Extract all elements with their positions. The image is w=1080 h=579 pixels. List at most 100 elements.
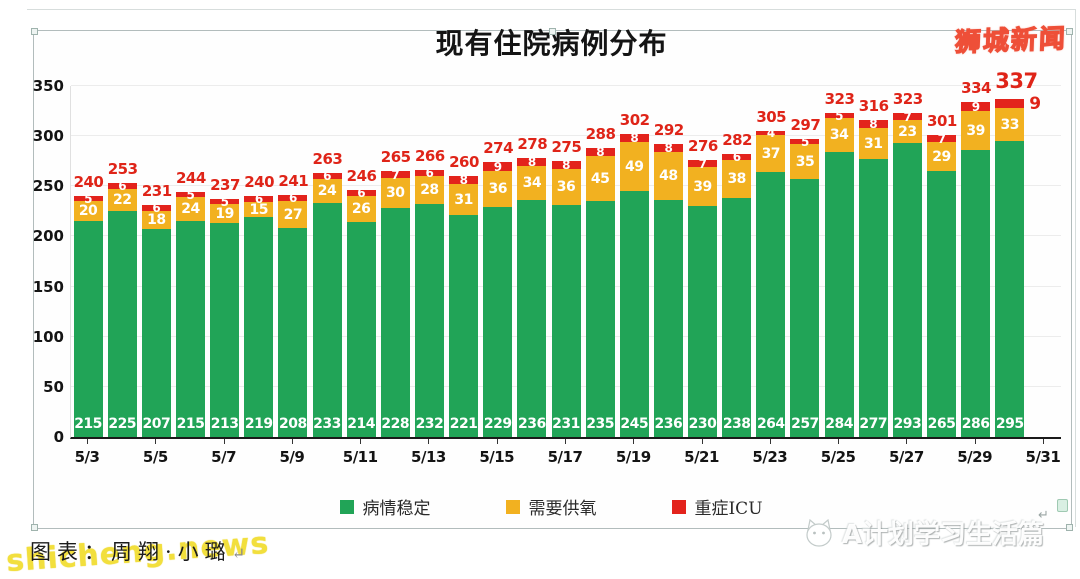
label-icu-5/26: 8 [869,117,878,132]
label-stable-5/19: 245 [620,416,649,432]
bar-segment-oxygen-5/29 [961,111,991,151]
x-tick-5/5 [155,439,157,444]
frame-handle-top-mid[interactable] [549,28,556,35]
x-tick-5/25 [838,439,840,444]
x-tick-5/21 [701,439,703,444]
watermark-a-plan: A计划学习生活篇 [802,514,1044,551]
bar-segment-oxygen-5/14 [449,184,479,216]
bar-segment-icu-5/20 [653,144,683,153]
label-icu-5/12: 7 [391,167,400,182]
label-oxygen-5/19: 49 [625,158,644,175]
anchor-chip-icon [1057,499,1068,512]
bar-segment-stable-5/29 [961,150,991,437]
frame-handle-bottom-right[interactable] [1066,524,1073,531]
bar-segment-icu-5/30 [995,99,1025,109]
bar-segment-stable-5/23 [756,172,786,437]
label-icu-5/20: 8 [664,141,673,156]
label-icu-5/25: 5 [835,108,844,123]
label-oxygen-5/28: 29 [932,148,951,165]
bar-segment-stable-5/11 [346,222,376,437]
label-total-5/25: 323 [824,90,855,109]
outer-table-border-top [27,9,1076,10]
bar-segment-icu-5/19 [619,134,649,143]
label-oxygen-5/13: 28 [420,182,439,199]
bar-segment-stable-5/3 [73,221,103,437]
chart-legend: 病情稳定 需要供氧 重症ICU [33,494,1070,519]
legend-item-病情稳定: 病情稳定 [340,494,430,519]
bar-segment-oxygen-5/15 [483,171,513,208]
bar-segment-stable-5/9 [278,228,308,437]
x-tick-label-5/15: 5/15 [479,448,515,466]
label-icu-5/16: 8 [527,155,536,170]
label-stable-5/5: 207 [142,416,171,432]
label-icu-5/8: 6 [254,192,263,207]
label-total-5/29: 334 [961,79,991,98]
bar-segment-icu-5/21 [688,160,718,168]
label-total-5/19: 302 [619,111,650,130]
bar-segment-stable-5/12 [380,208,410,437]
bar-segment-icu-5/12 [380,171,410,179]
legend-label: 病情稳定 [362,499,431,519]
gridline-350 [71,85,1061,86]
label-total-5/27: 323 [892,90,923,109]
label-icu-5/14: 8 [459,173,468,188]
bar-segment-oxygen-5/11 [346,196,376,223]
x-axis: 5/3 5/5 5/7 5/9 5/11 5/13 5/15 5/17 5/19 5/21 5/23… [70,439,1061,471]
bar-segment-icu-5/18 [585,148,615,157]
label-total-5/22: 282 [722,131,752,150]
label-total-5/17: 275 [551,138,582,157]
frame-handle-top-right[interactable] [1066,28,1073,35]
bar-segment-icu-5/10 [312,173,342,180]
bar-segment-stable-5/14 [449,215,479,437]
label-total-5/14: 260 [449,153,479,172]
label-total-5/13: 266 [414,147,445,166]
chart-credit: 图表：周翔·小璐↵ [30,536,245,566]
label-total-5/10: 263 [312,150,343,169]
label-icu-5/5: 6 [152,201,161,216]
label-oxygen-5/18: 45 [590,170,610,187]
bar-segment-icu-5/8 [244,196,274,203]
bar-segment-oxygen-5/25 [824,118,854,153]
label-total-5/9: 241 [278,172,309,191]
bar-segment-oxygen-5/16 [517,166,547,201]
x-tick-label-5/7: 5/7 [211,448,237,466]
label-icu-5/9: 6 [288,191,297,206]
gridline-300 [71,135,1061,137]
label-oxygen-5/3: 20 [78,203,98,220]
label-total-5/18: 288 [585,125,616,144]
legend-label: 需要供氧 [528,499,597,519]
label-oxygen-5/15: 36 [488,181,507,198]
label-oxygen-5/29: 39 [966,122,985,139]
y-axis-labels: 0 50 100 150 200 250 300 350 [28,77,64,446]
label-oxygen-5/26: 31 [863,135,883,152]
y-tick-label-250: 250 [32,177,64,196]
bar-segment-icu-5/27 [892,113,922,121]
label-icu-5/27: 7 [903,109,912,124]
legend-swatch-icon [506,499,521,514]
bar-segment-stable-5/16 [517,200,547,437]
x-tick-label-5/19: 5/19 [615,448,651,466]
label-total-5/16: 278 [517,135,548,154]
frame-handle-bottom-left[interactable] [31,524,38,531]
x-tick-5/7 [223,439,225,444]
bar-segment-stable-5/17 [551,205,581,437]
label-stable-5/18: 235 [586,416,614,432]
site-logo: 狮城新闻 [954,24,1068,59]
label-stable-5/21: 230 [688,416,717,432]
bar-segment-stable-5/30 [995,141,1025,437]
label-oxygen-5/14: 31 [454,191,473,208]
y-tick-label-350: 350 [32,77,64,95]
x-tick-label-5/17: 5/17 [547,448,583,466]
bar-segment-oxygen-5/6 [175,197,205,222]
bar-segment-icu-5/15 [483,162,513,172]
label-stable-5/22: 238 [722,416,751,432]
legend-swatch-icon [672,499,687,514]
x-tick-5/11 [360,439,362,444]
bar-segment-icu-5/17 [551,161,581,170]
bar-segment-oxygen-5/28 [927,142,957,172]
frame-handle-top-left[interactable] [31,28,38,35]
bar-segment-oxygen-5/20 [653,152,683,201]
label-total-5/5: 231 [141,182,172,201]
bar-segment-icu-5/14 [449,176,479,185]
bar-segment-icu-5/6 [175,192,205,198]
